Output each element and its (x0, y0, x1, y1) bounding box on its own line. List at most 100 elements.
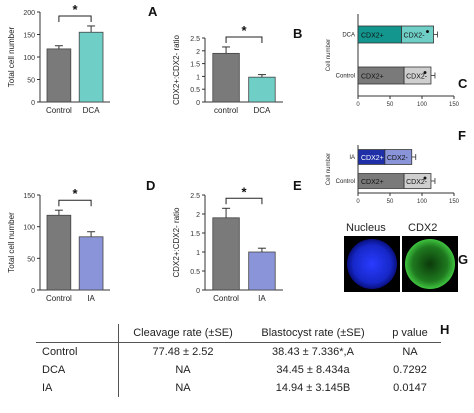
y-tick-label: 100 (23, 55, 35, 62)
y-tick-label: 50 (27, 78, 35, 85)
y-tick-label: 150 (23, 193, 35, 200)
table-row: Control 77.48 ± 2.52 38.43 ± 7.336*,A NA (36, 342, 441, 361)
x-tick-label: 0 (356, 102, 360, 108)
segment-label: CDX2- (406, 179, 428, 186)
panel-letter: C (458, 76, 468, 91)
segment-label: CDX2+ (361, 155, 384, 162)
segment-label: CDX2- (404, 33, 426, 40)
table-cell-pvalue: 0.0147 (393, 382, 427, 394)
x-tick-label: DCA (253, 106, 271, 115)
x-tick-label: IA (87, 294, 95, 303)
segment-label: CDX2- (406, 74, 428, 81)
y-tick-label: 2.5 (190, 193, 200, 200)
bar (78, 236, 104, 291)
significance-star: * (241, 184, 247, 199)
y-tick-label: 2 (196, 212, 200, 219)
blastocyst-table: Cleavage rate (±SE) Blastocyst rate (±SE… (36, 324, 441, 397)
y-tick-label: Control (336, 74, 355, 80)
panel-letter: G (458, 252, 468, 267)
panel-letter: A (148, 4, 158, 19)
table-cell-blastocyst: 14.94 ± 3.145B (275, 382, 351, 394)
table-h: Cleavage rate (±SE) Blastocyst rate (±SE… (0, 318, 474, 413)
bar (46, 48, 72, 103)
panel-letter: E (293, 178, 302, 193)
bar (248, 251, 276, 291)
x-tick-label: 50 (387, 199, 394, 205)
y-tick-label: 0 (196, 100, 200, 107)
x-tick-label: 50 (387, 102, 394, 108)
table-row: DCA NA 34.45 ± 8.434a 0.7292 (36, 361, 441, 379)
significance-star: * (72, 186, 78, 201)
y-axis-label: Cell number (326, 153, 332, 185)
panel-letter: H (440, 322, 449, 337)
significance-bracket (225, 197, 263, 205)
y-tick-label: 2.5 (190, 36, 200, 43)
table-cell-group: IA (42, 382, 53, 394)
y-axis-label: Total cell number (7, 212, 16, 273)
significance-marker: ● (425, 29, 429, 36)
y-axis-label: CDX2+:CDX2- ratio (172, 34, 181, 105)
table-header-row: Cleavage rate (±SE) Blastocyst rate (±SE… (36, 324, 441, 343)
table-header-pvalue: p value (379, 324, 441, 343)
bar (212, 217, 240, 291)
y-axis-label: Cell number (326, 39, 332, 71)
table-cell-blastocyst: 34.45 ± 8.434a (276, 364, 350, 376)
significance-bracket (58, 199, 92, 207)
bar (248, 76, 276, 103)
table-row: IA NA 14.94 ± 3.145B 0.0147 (36, 379, 441, 397)
x-tick-label: Control (46, 106, 72, 115)
table-cell-cleavage: 77.48 ± 2.52 (118, 342, 247, 361)
y-tick-label: 150 (23, 33, 35, 40)
x-tick-label: 0 (356, 199, 360, 205)
x-tick-label: IA (258, 294, 266, 303)
bar (46, 214, 72, 291)
segment-label: CDX2+ (361, 179, 384, 186)
panel-letter: B (293, 26, 302, 41)
x-tick-label: Control (46, 294, 72, 303)
significance-bracket (58, 15, 92, 22)
bar (212, 52, 240, 103)
table-header-cleavage: Cleavage rate (±SE) (118, 324, 247, 343)
y-tick-label: 2 (196, 49, 200, 56)
significance-star: * (72, 2, 78, 17)
significance-star: * (241, 23, 247, 38)
table-cell-cleavage: NA (118, 379, 247, 397)
y-tick-label: 1 (196, 74, 200, 81)
segment-label: CDX2- (387, 155, 409, 162)
segment-label: CDX2+ (361, 74, 384, 81)
nucleus-label: Nucleus (346, 222, 386, 234)
table-cell-blastocyst: 38.43 ± 7.336*,A (272, 346, 354, 358)
table-header-empty (36, 324, 119, 343)
x-tick-label: 100 (417, 102, 428, 108)
x-tick-label: 100 (417, 199, 428, 205)
cdx2-label: CDX2 (408, 222, 438, 234)
bar (78, 31, 104, 103)
segment-label: CDX2+ (361, 33, 384, 40)
table-header-blastocyst: Blastocyst rate (±SE) (247, 324, 379, 343)
table-cell-group: DCA (42, 364, 66, 376)
y-tick-label: 0 (31, 288, 35, 295)
x-tick-label: DCA (83, 106, 101, 115)
significance-bracket (225, 36, 263, 43)
y-tick-label: 100 (23, 225, 35, 232)
y-axis-label: Total cell number (7, 26, 16, 87)
y-tick-label: 0.5 (190, 87, 200, 94)
y-tick-label: 1.5 (190, 62, 200, 69)
table-cell-group: Control (42, 346, 78, 358)
x-tick-label: 150 (449, 199, 460, 205)
y-tick-label: 1.5 (190, 231, 200, 238)
y-tick-label: 0 (31, 100, 35, 107)
table-cell-pvalue: NA (402, 346, 418, 358)
panel-letter: F (458, 128, 466, 143)
panel-letter: D (146, 178, 155, 193)
y-axis-label: CDX2+:CDX2- ratio (172, 207, 181, 278)
y-tick-label: 200 (23, 10, 35, 17)
y-tick-label: IA (349, 155, 355, 161)
x-tick-label: Control (213, 294, 239, 303)
y-tick-label: 1 (196, 250, 200, 257)
nucleus-micrograph (344, 236, 400, 292)
cdx2-micrograph (402, 236, 458, 292)
x-tick-label: 150 (449, 102, 460, 108)
significance-marker: ● (423, 70, 427, 77)
